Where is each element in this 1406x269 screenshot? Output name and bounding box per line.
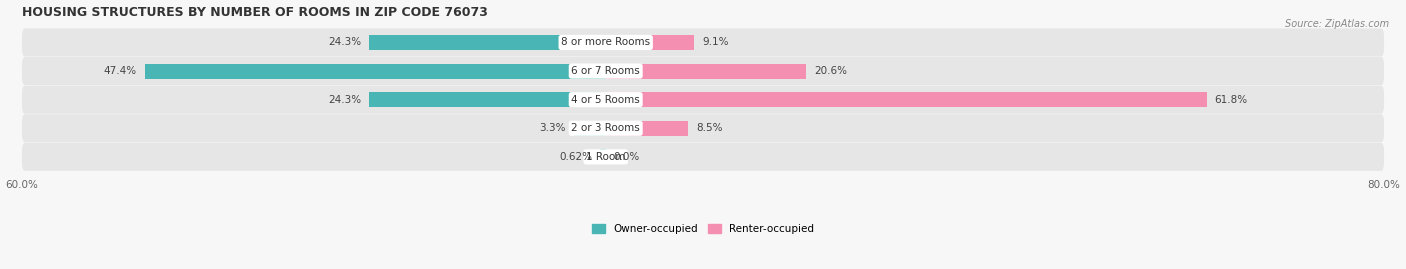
Text: 20.6%: 20.6% bbox=[814, 66, 846, 76]
Text: 6 or 7 Rooms: 6 or 7 Rooms bbox=[571, 66, 640, 76]
Text: 3.3%: 3.3% bbox=[540, 123, 565, 133]
Bar bbox=[370, 35, 606, 50]
Bar bbox=[574, 121, 606, 136]
FancyBboxPatch shape bbox=[22, 29, 1384, 56]
Bar bbox=[606, 92, 1206, 107]
Bar bbox=[606, 121, 689, 136]
Text: 47.4%: 47.4% bbox=[104, 66, 136, 76]
Bar bbox=[145, 64, 606, 79]
FancyBboxPatch shape bbox=[22, 86, 1384, 114]
Text: 0.0%: 0.0% bbox=[613, 152, 640, 162]
Text: 1 Room: 1 Room bbox=[586, 152, 626, 162]
Text: HOUSING STRUCTURES BY NUMBER OF ROOMS IN ZIP CODE 76073: HOUSING STRUCTURES BY NUMBER OF ROOMS IN… bbox=[22, 6, 488, 19]
Text: 61.8%: 61.8% bbox=[1215, 95, 1249, 105]
Text: 24.3%: 24.3% bbox=[329, 37, 361, 47]
Text: 0.62%: 0.62% bbox=[560, 152, 592, 162]
Legend: Owner-occupied, Renter-occupied: Owner-occupied, Renter-occupied bbox=[588, 220, 818, 238]
Text: 8.5%: 8.5% bbox=[696, 123, 723, 133]
Text: Source: ZipAtlas.com: Source: ZipAtlas.com bbox=[1285, 19, 1389, 29]
Text: 24.3%: 24.3% bbox=[329, 95, 361, 105]
Bar bbox=[370, 92, 606, 107]
Text: 8 or more Rooms: 8 or more Rooms bbox=[561, 37, 651, 47]
Bar bbox=[600, 149, 606, 164]
FancyBboxPatch shape bbox=[22, 57, 1384, 85]
Bar bbox=[606, 35, 695, 50]
Bar bbox=[606, 64, 806, 79]
FancyBboxPatch shape bbox=[22, 114, 1384, 142]
Text: 9.1%: 9.1% bbox=[702, 37, 728, 47]
Text: 2 or 3 Rooms: 2 or 3 Rooms bbox=[571, 123, 640, 133]
FancyBboxPatch shape bbox=[22, 143, 1384, 171]
Text: 4 or 5 Rooms: 4 or 5 Rooms bbox=[571, 95, 640, 105]
